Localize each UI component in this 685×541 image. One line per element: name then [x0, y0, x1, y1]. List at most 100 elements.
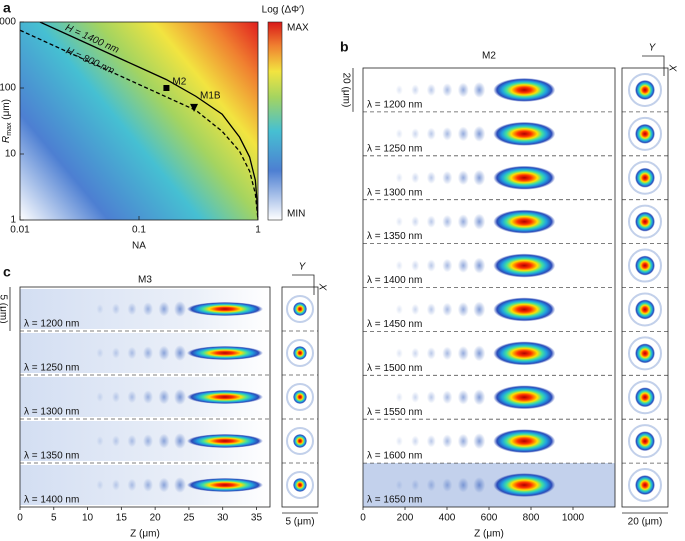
beam-spot	[187, 478, 263, 492]
panel-title: M2	[482, 51, 496, 62]
fringe	[473, 433, 486, 450]
fringe	[112, 479, 120, 491]
x-tick-label: 20	[150, 513, 162, 524]
y-tick-label: 100	[0, 83, 16, 94]
x-tick-label: 10	[82, 513, 94, 524]
fringe	[473, 477, 486, 494]
fringe	[395, 392, 403, 403]
fringe	[395, 84, 403, 95]
x-tick-label: 200	[397, 513, 414, 524]
row-label: λ = 1500 nm	[367, 363, 422, 374]
x-label: Z (μm)	[130, 529, 160, 540]
side-frame	[281, 286, 319, 508]
curve	[39, 22, 258, 220]
fringe	[442, 302, 453, 317]
panel-title: M3	[138, 275, 152, 286]
side-spot	[635, 343, 655, 364]
x-tick-label: 15	[116, 513, 128, 524]
side-spot	[635, 123, 655, 144]
fringe	[411, 216, 420, 228]
fringe	[457, 126, 469, 142]
fringe	[127, 478, 137, 492]
fringe	[442, 258, 453, 273]
side-ring	[286, 383, 314, 411]
fringe	[426, 303, 436, 316]
fringe	[442, 127, 453, 141]
side-frame	[621, 67, 669, 508]
fringe	[112, 303, 120, 315]
panel-label: a	[3, 0, 11, 16]
fringe	[411, 172, 420, 184]
row-label: λ = 1400 nm	[367, 275, 422, 286]
side-ring	[286, 427, 314, 455]
fringe	[473, 213, 486, 230]
beam-spot	[493, 165, 556, 190]
colorbar-min: MIN	[287, 209, 305, 220]
axis-x-label: X	[316, 283, 327, 291]
scale-bar-label: 5 (μm)	[0, 294, 8, 323]
fringe	[96, 480, 104, 490]
fringe	[96, 304, 104, 314]
side-ring	[628, 380, 662, 415]
fringe	[143, 390, 153, 404]
fringe	[395, 304, 403, 315]
fringe	[473, 81, 486, 98]
fringe	[411, 479, 420, 491]
fringe	[473, 345, 486, 362]
scale-bar-label: 20 (μm)	[340, 73, 351, 108]
fringe	[442, 434, 453, 448]
fringe	[457, 214, 469, 230]
side-spot	[635, 211, 655, 232]
fringe	[457, 389, 469, 405]
curves	[20, 22, 258, 220]
beam-spot	[493, 253, 556, 278]
side-spot	[635, 475, 655, 496]
y-tick-label: 10	[5, 149, 17, 160]
fringe	[457, 82, 469, 98]
fringe	[127, 302, 137, 316]
fringe	[442, 346, 453, 361]
fringe	[395, 436, 403, 447]
x-tick-label: 0	[360, 513, 366, 524]
fringe	[442, 390, 453, 405]
fringe	[411, 84, 420, 96]
x-tick-label: 5	[51, 513, 57, 524]
panel-label: b	[340, 39, 349, 55]
beam-spot	[493, 473, 556, 498]
fringe	[127, 346, 137, 360]
fringe	[143, 478, 153, 492]
axis-y-label: Y	[299, 262, 307, 273]
side-spot	[635, 255, 655, 276]
fringe	[442, 83, 453, 97]
fringe	[426, 215, 436, 228]
row-label: λ = 1450 nm	[367, 319, 422, 330]
side-ring	[286, 339, 314, 367]
fringe	[411, 347, 420, 359]
beam-spot	[493, 341, 556, 366]
side-spot	[635, 167, 655, 188]
x-tick-label: 0.01	[10, 225, 30, 236]
beam-spot	[493, 77, 556, 102]
beam-spot	[493, 209, 556, 234]
fringe	[96, 348, 104, 358]
panel-label: c	[3, 264, 11, 280]
beam-spot	[187, 434, 263, 448]
side-ring	[628, 204, 662, 239]
axes-indicator	[292, 274, 315, 295]
y-label-subscript: max	[6, 122, 13, 136]
marker	[190, 103, 199, 112]
fringe	[395, 260, 403, 271]
fringe	[411, 259, 420, 272]
beam-spot	[187, 346, 263, 360]
x-label: Z (μm)	[474, 529, 504, 540]
fringe	[395, 480, 403, 491]
side-ring	[628, 292, 662, 327]
fringe	[158, 301, 170, 317]
image	[20, 287, 270, 507]
fringe	[457, 433, 469, 449]
fringe	[96, 436, 104, 446]
side-ring	[628, 468, 662, 503]
row-label: λ = 1250 nm	[24, 363, 79, 374]
row-label: λ = 1250 nm	[367, 143, 422, 154]
fringe	[112, 347, 120, 359]
